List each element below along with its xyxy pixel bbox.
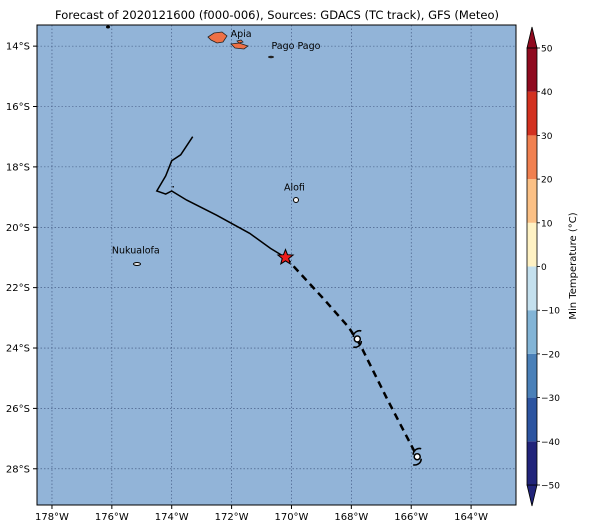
cyclone-track	[155, 136, 423, 466]
colorbar-segment	[527, 179, 537, 223]
past-track-line	[155, 136, 286, 259]
current-position-star	[276, 248, 295, 266]
colorbar-tick-label: −30	[541, 394, 560, 404]
samoa-island	[207, 31, 228, 44]
lon-tick-label: 166°W	[394, 512, 428, 523]
figure-title: Forecast of 2020121600 (f000-006), Sourc…	[55, 8, 499, 22]
colorbar-label: Min Temperature (°C)	[568, 212, 579, 319]
colorbar-tick-label: 10	[541, 219, 553, 229]
tutuila-island	[230, 42, 249, 50]
colorbar-segment	[527, 353, 537, 398]
colorbar-tick-label: −40	[541, 438, 560, 448]
lon-tick-label: 174°W	[155, 512, 189, 523]
lat-tick-label: 18°S	[6, 162, 30, 173]
samoa-island	[236, 39, 244, 44]
colorbar-tick-label: 40	[541, 88, 553, 98]
colorbar-tick-label: −20	[541, 350, 560, 360]
island	[268, 55, 274, 59]
colorbar: 50 40 30 20 10 0 −10 −20 −30 −40 −50 Min Temperatu…	[526, 26, 579, 507]
latitude-axis: 14°S 16°S 18°S 20°S 22°S 24°S 26°S 28°S	[6, 42, 37, 475]
lon-tick-label: 172°W	[215, 512, 249, 523]
colorbar-tick-label: 30	[541, 132, 553, 142]
forecast-track-line	[284, 256, 419, 458]
colorbar-tick-label: −10	[541, 307, 560, 317]
lat-tick-label: 14°S	[6, 42, 30, 53]
island	[293, 197, 299, 203]
colorbar-segment	[527, 310, 537, 354]
colorbar-extend-low	[526, 484, 538, 507]
colorbar-tick-label: −50	[541, 482, 560, 492]
colorbar-ticks: 50 40 30 20 10 0 −10 −20 −30 −40 −50	[537, 45, 560, 492]
lon-tick-label: 176°W	[95, 512, 129, 523]
lat-tick-label: 20°S	[6, 223, 30, 234]
place-label: Apia	[231, 29, 252, 40]
place-label: Pago Pago	[272, 41, 321, 52]
lon-tick-label: 164°W	[454, 512, 488, 523]
island	[133, 262, 141, 266]
lon-tick-label: 168°W	[334, 512, 368, 523]
colorbar-segment	[527, 135, 537, 180]
colorbar-segment	[527, 222, 537, 267]
lat-tick-label: 26°S	[6, 404, 30, 415]
colorbar-segment	[527, 397, 537, 442]
place-label: Nukualofa	[112, 245, 160, 256]
island	[106, 25, 110, 29]
colorbar-tick-label: 20	[541, 176, 553, 186]
colorbar-extend-high	[526, 26, 538, 49]
islands	[106, 25, 299, 266]
cyclone-symbol	[352, 329, 363, 349]
colorbar-segment	[527, 48, 537, 92]
island	[171, 186, 174, 188]
lon-tick-label: 178°W	[35, 512, 69, 523]
colorbar-segment	[527, 266, 537, 311]
graticule	[37, 25, 516, 505]
lon-tick-label: 170°W	[274, 512, 308, 523]
map-frame	[36, 24, 517, 506]
lat-tick-label: 28°S	[6, 464, 30, 475]
ocean	[37, 25, 516, 505]
lat-tick-label: 24°S	[6, 344, 30, 355]
colorbar-segment	[527, 91, 537, 136]
colorbar-segment	[527, 441, 537, 485]
cyclone-symbol	[412, 447, 423, 466]
lat-tick-label: 16°S	[6, 102, 30, 113]
lat-tick-label: 22°S	[6, 283, 30, 294]
colorbar-tick-label: 0	[541, 263, 547, 273]
colorbar-tick-label: 50	[541, 45, 553, 55]
place-labels: Apia Pago Pago Alofi Nukualofa	[112, 29, 321, 256]
longitude-axis: 178°W 176°W 174°W 172°W 170°W 168°W 166°W 164°W	[35, 505, 488, 523]
place-label: Alofi	[284, 183, 305, 194]
